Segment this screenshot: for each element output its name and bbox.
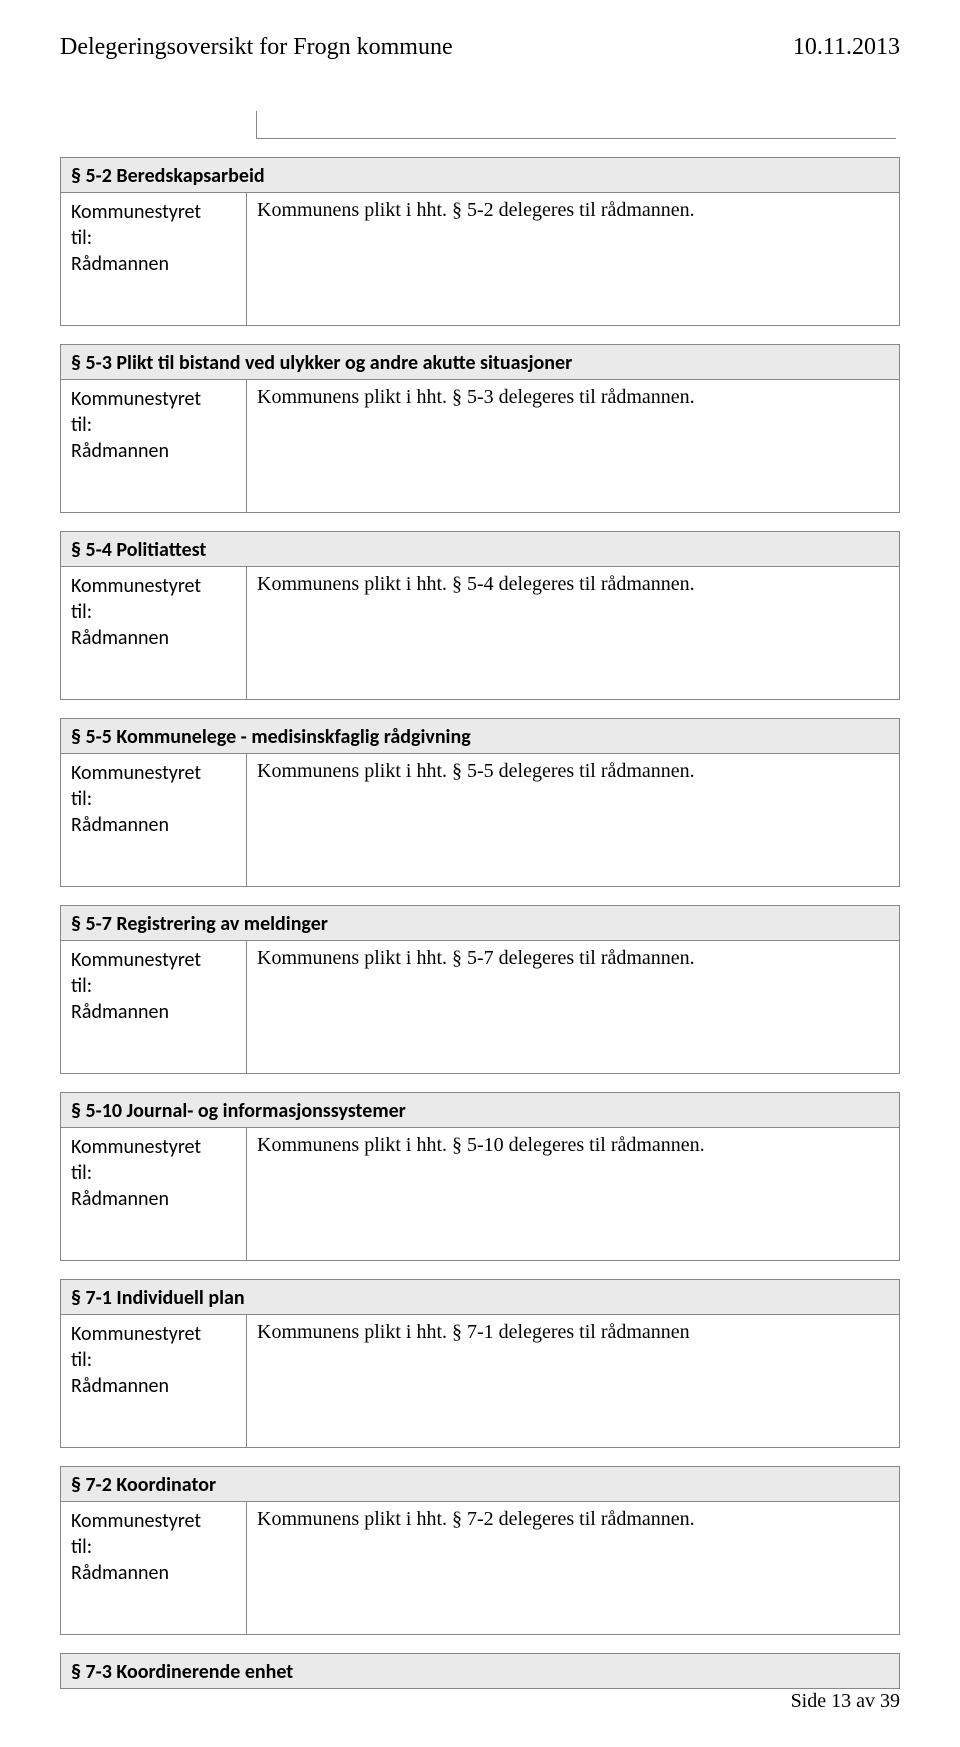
section-7-3: § 7-3 Koordinerende enhet — [60, 1653, 900, 1689]
section-5-2: § 5-2 Beredskapsarbeid Kommunestyret til… — [60, 157, 900, 326]
from-body: Kommunestyret — [71, 199, 236, 225]
to-body: Rådmannen — [71, 251, 236, 277]
delegation-description: Kommunens plikt i hht. § 7-2 delegeres t… — [247, 1502, 899, 1634]
to-label: til: — [71, 1534, 236, 1560]
to-body: Rådmannen — [71, 625, 236, 651]
section-7-1: § 7-1 Individuell plan Kommunestyret til… — [60, 1279, 900, 1448]
to-label: til: — [71, 786, 236, 812]
delegation-description: Kommunens plikt i hht. § 5-3 delegeres t… — [247, 380, 899, 512]
section-title: § 7-3 Koordinerende enhet — [61, 1654, 899, 1688]
delegation-parties: Kommunestyret til: Rådmannen — [61, 193, 247, 325]
section-5-3: § 5-3 Plikt til bistand ved ulykker og a… — [60, 344, 900, 513]
from-body: Kommunestyret — [71, 947, 236, 973]
document-title: Delegeringsoversikt for Frogn kommune — [60, 34, 453, 61]
section-title: § 7-2 Koordinator — [61, 1467, 899, 1502]
continuation-cell — [256, 111, 896, 139]
to-body: Rådmannen — [71, 812, 236, 838]
section-title: § 5-10 Journal- og informasjonssystemer — [61, 1093, 899, 1128]
from-body: Kommunestyret — [71, 1321, 236, 1347]
delegation-description: Kommunens plikt i hht. § 5-4 delegeres t… — [247, 567, 899, 699]
to-body: Rådmannen — [71, 1373, 236, 1399]
to-label: til: — [71, 412, 236, 438]
to-label: til: — [71, 1347, 236, 1373]
delegation-description: Kommunens plikt i hht. § 5-2 delegeres t… — [247, 193, 899, 325]
section-title: § 5-3 Plikt til bistand ved ulykker og a… — [61, 345, 899, 380]
section-title: § 5-5 Kommunelege - medisinskfaglig rådg… — [61, 719, 899, 754]
section-5-10: § 5-10 Journal- og informasjonssystemer … — [60, 1092, 900, 1261]
delegation-parties: Kommunestyret til: Rådmannen — [61, 1502, 247, 1634]
page-number: Side 13 av 39 — [791, 1690, 900, 1713]
delegation-parties: Kommunestyret til: Rådmannen — [61, 1315, 247, 1447]
from-body: Kommunestyret — [71, 760, 236, 786]
delegation-description: Kommunens plikt i hht. § 5-7 delegeres t… — [247, 941, 899, 1073]
section-5-7: § 5-7 Registrering av meldinger Kommunes… — [60, 905, 900, 1074]
to-body: Rådmannen — [71, 438, 236, 464]
from-body: Kommunestyret — [71, 386, 236, 412]
to-label: til: — [71, 599, 236, 625]
from-body: Kommunestyret — [71, 1134, 236, 1160]
delegation-description: Kommunens plikt i hht. § 5-10 delegeres … — [247, 1128, 899, 1260]
to-label: til: — [71, 225, 236, 251]
section-title: § 7-1 Individuell plan — [61, 1280, 899, 1315]
to-label: til: — [71, 973, 236, 999]
section-5-4: § 5-4 Politiattest Kommunestyret til: Rå… — [60, 531, 900, 700]
to-body: Rådmannen — [71, 1560, 236, 1586]
to-body: Rådmannen — [71, 1186, 236, 1212]
to-body: Rådmannen — [71, 999, 236, 1025]
section-title: § 5-7 Registrering av meldinger — [61, 906, 899, 941]
from-body: Kommunestyret — [71, 573, 236, 599]
section-7-2: § 7-2 Koordinator Kommunestyret til: Råd… — [60, 1466, 900, 1635]
delegation-parties: Kommunestyret til: Rådmannen — [61, 1128, 247, 1260]
delegation-description: Kommunens plikt i hht. § 5-5 delegeres t… — [247, 754, 899, 886]
to-label: til: — [71, 1160, 236, 1186]
section-title: § 5-2 Beredskapsarbeid — [61, 158, 899, 193]
section-title: § 5-4 Politiattest — [61, 532, 899, 567]
section-5-5: § 5-5 Kommunelege - medisinskfaglig rådg… — [60, 718, 900, 887]
document-date: 10.11.2013 — [793, 34, 900, 61]
from-body: Kommunestyret — [71, 1508, 236, 1534]
page-header: Delegeringsoversikt for Frogn kommune 10… — [60, 34, 900, 61]
delegation-parties: Kommunestyret til: Rådmannen — [61, 941, 247, 1073]
delegation-description: Kommunens plikt i hht. § 7-1 delegeres t… — [247, 1315, 899, 1447]
delegation-parties: Kommunestyret til: Rådmannen — [61, 380, 247, 512]
delegation-parties: Kommunestyret til: Rådmannen — [61, 567, 247, 699]
delegation-parties: Kommunestyret til: Rådmannen — [61, 754, 247, 886]
